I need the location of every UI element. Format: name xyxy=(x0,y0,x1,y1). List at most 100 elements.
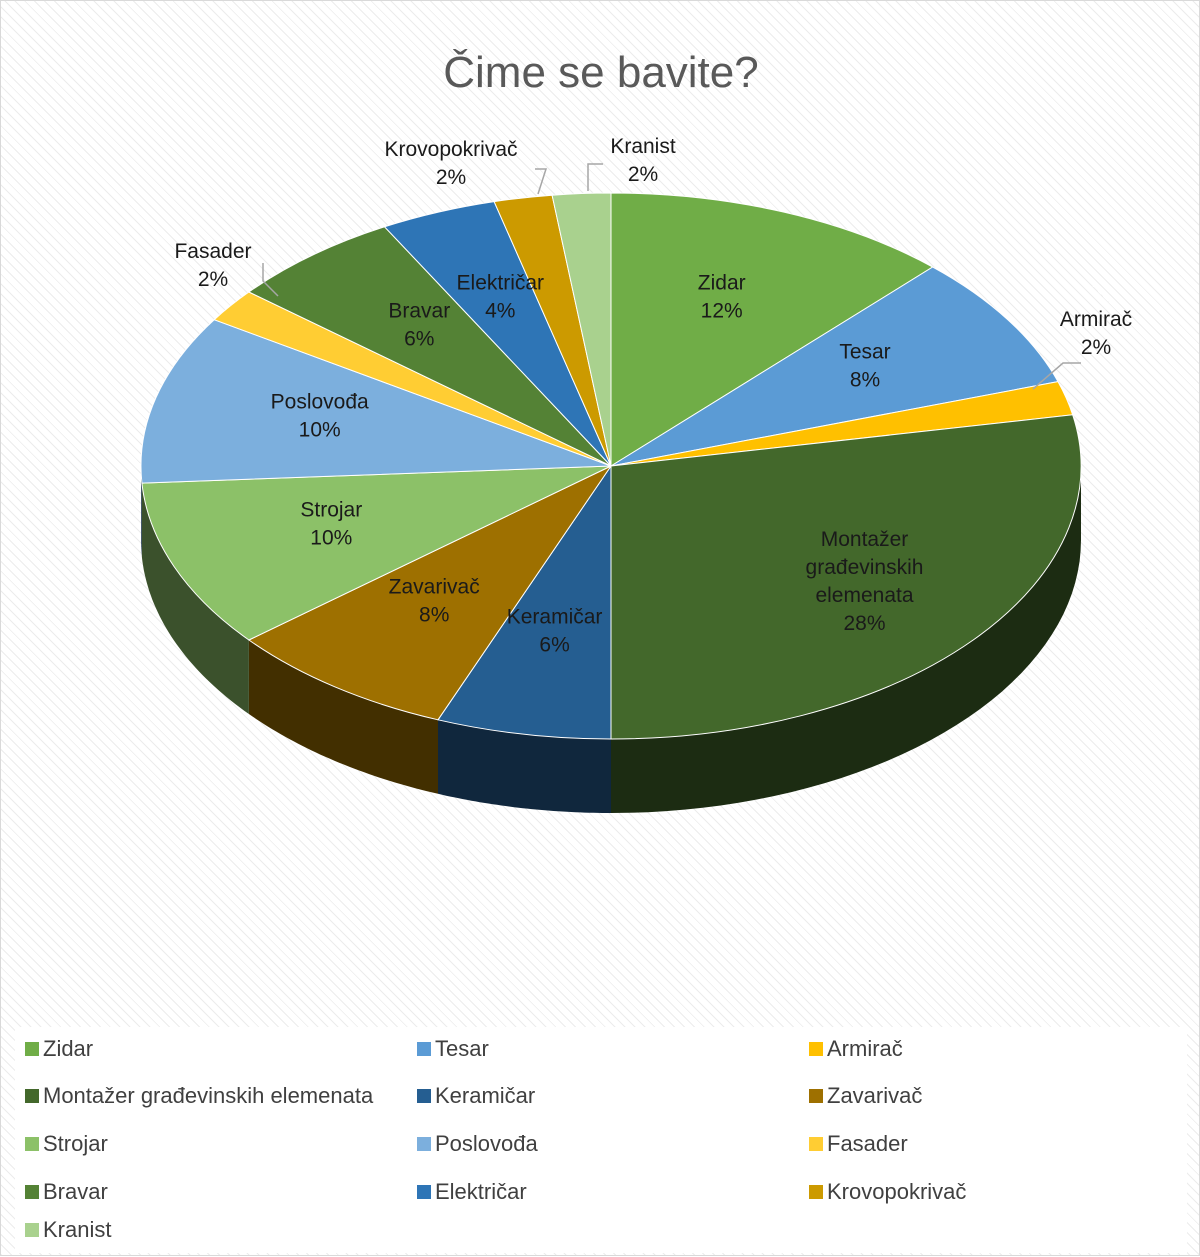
data-label-value: 6% xyxy=(539,634,569,657)
data-label-value: 8% xyxy=(419,603,449,626)
legend-item-keramicar: Keramičar xyxy=(417,1083,536,1108)
legend-label: Krovopokrivač xyxy=(827,1179,967,1204)
pie-slice-strojar xyxy=(141,465,612,641)
legend-item-tesar: Tesar xyxy=(417,1036,489,1061)
legend-label: Keramičar xyxy=(435,1083,536,1108)
pie-side-poslovoda xyxy=(141,466,142,558)
data-label-value: 2% xyxy=(628,163,658,186)
legend-label: Montažer građevinskih elemenata xyxy=(43,1083,374,1108)
data-label-value: 10% xyxy=(310,526,352,549)
legend-label: Strojar xyxy=(43,1131,108,1156)
pie-side-keramicar xyxy=(438,719,611,813)
data-label-armirac: Armirač 2% xyxy=(1060,308,1132,359)
data-label-poslovoda: Poslovođa 10% xyxy=(271,391,369,442)
legend-swatch xyxy=(25,1137,39,1151)
pie-slice-keramicar xyxy=(437,464,612,740)
data-label-elektricar: Električar 4% xyxy=(457,272,545,323)
data-label-value: 2% xyxy=(198,268,228,291)
data-label-category: Fasader xyxy=(174,240,251,263)
data-label-value: 8% xyxy=(850,368,880,391)
data-label-strojar: Strojar 10% xyxy=(300,498,362,549)
leader-line-armirac xyxy=(1032,362,1081,390)
data-label-fasader: Fasader 2% xyxy=(174,240,251,291)
data-label-category: Električar xyxy=(457,272,545,295)
data-label-value: 4% xyxy=(485,300,515,323)
legend: Zidar Tesar Armirač Montažer građevinskih e… xyxy=(15,1027,1187,1253)
data-label-category: Keramičar xyxy=(507,606,603,629)
pie-slice-zavarivac xyxy=(247,464,613,721)
data-labels: Zidar 12% Tesar 8% Armirač 2% Montažer građevin… xyxy=(174,135,1132,657)
pie-slice-zidar xyxy=(610,192,934,467)
legend-item-kranist: Kranist xyxy=(25,1217,112,1242)
pie-slice-bravar xyxy=(247,226,612,467)
legend-swatch xyxy=(809,1042,823,1056)
legend-label: Zavarivač xyxy=(827,1083,923,1108)
legend-swatch xyxy=(417,1137,431,1151)
data-label-value: 10% xyxy=(299,419,341,442)
data-label-keramicar: Keramičar 6% xyxy=(507,606,603,657)
data-label-value: 12% xyxy=(701,300,743,323)
data-label-category: građevinskih xyxy=(806,556,924,579)
pie-slice-poslovoda xyxy=(140,319,612,484)
legend-swatch xyxy=(809,1137,823,1151)
data-label-krovopokrivac: Krovopokrivač 2% xyxy=(384,138,517,189)
legend-item-strojar: Strojar xyxy=(25,1131,108,1156)
data-label-category: Tesar xyxy=(839,340,890,363)
data-label-value: 2% xyxy=(1081,336,1111,359)
leader-line-kranist xyxy=(587,163,603,191)
data-label-category: Armirač xyxy=(1060,308,1132,331)
data-label-category: Strojar xyxy=(300,498,362,521)
pie-slice-kranist xyxy=(551,192,612,467)
legend-label: Električar xyxy=(435,1179,527,1204)
legend-item-zidar: Zidar xyxy=(25,1036,94,1061)
legend-label: Kranist xyxy=(43,1217,112,1242)
legend-swatch xyxy=(25,1089,39,1103)
data-label-category: Krovopokrivač xyxy=(384,138,517,161)
legend-label: Zidar xyxy=(43,1036,94,1061)
legend-swatch xyxy=(25,1185,39,1199)
data-label-montazer-gradevinskih-elemenata: Montažer građevinskih elemenata 28% xyxy=(806,528,924,635)
data-label-category: Zidar xyxy=(698,272,746,295)
data-label-category: elemenata xyxy=(815,584,913,607)
legend-swatch xyxy=(25,1223,39,1237)
legend-item-montazer-gradevinskih-elemenata: Montažer građevinskih elemenata xyxy=(25,1083,374,1108)
data-label-category: Montažer xyxy=(821,528,909,551)
data-label-tesar: Tesar 8% xyxy=(839,340,890,391)
legend-label: Bravar xyxy=(43,1179,108,1204)
legend-label: Tesar xyxy=(435,1036,489,1061)
legend-item-armirac: Armirač xyxy=(809,1036,903,1061)
pie-side-walls xyxy=(141,466,1081,813)
legend-item-poslovoda: Poslovođa xyxy=(417,1131,538,1156)
pie-slices xyxy=(140,192,1082,740)
leader-line-fasader xyxy=(262,263,279,297)
data-label-bravar: Bravar 6% xyxy=(388,299,450,350)
legend-swatch xyxy=(417,1089,431,1103)
legend-item-elektricar: Električar xyxy=(417,1179,527,1204)
pie-side-montazer-gradevinskih-elemenata xyxy=(611,466,1081,813)
pie-side-zavarivac xyxy=(248,640,438,794)
legend-label: Armirač xyxy=(827,1036,903,1061)
data-label-kranist: Kranist 2% xyxy=(610,135,676,186)
data-label-category: Bravar xyxy=(388,299,450,322)
legend-item-zavarivac: Zavarivač xyxy=(809,1083,923,1108)
chart-title: Čime se bavite? xyxy=(443,47,758,97)
pie-slice-montazer-gradevinskih-elemenata xyxy=(610,414,1082,740)
data-label-category: Poslovođa xyxy=(271,391,369,414)
data-label-value: 6% xyxy=(404,327,434,350)
legend-item-krovopokrivac: Krovopokrivač xyxy=(809,1179,967,1204)
data-label-zavarivac: Zavarivač 8% xyxy=(389,575,480,626)
data-label-category: Zavarivač xyxy=(389,575,480,598)
legend-swatch xyxy=(25,1042,39,1056)
legend-item-bravar: Bravar xyxy=(25,1179,108,1204)
data-label-value: 2% xyxy=(436,166,466,189)
legend-swatch xyxy=(809,1185,823,1199)
data-label-category: Kranist xyxy=(610,135,676,158)
legend-label: Fasader xyxy=(827,1131,908,1156)
leader-line-krovopokrivac xyxy=(535,168,548,195)
legend-label: Poslovođa xyxy=(435,1131,538,1156)
legend-swatch xyxy=(417,1185,431,1199)
legend-swatch xyxy=(809,1089,823,1103)
legend-item-fasader: Fasader xyxy=(809,1131,908,1156)
data-label-zidar: Zidar 12% xyxy=(698,272,746,323)
